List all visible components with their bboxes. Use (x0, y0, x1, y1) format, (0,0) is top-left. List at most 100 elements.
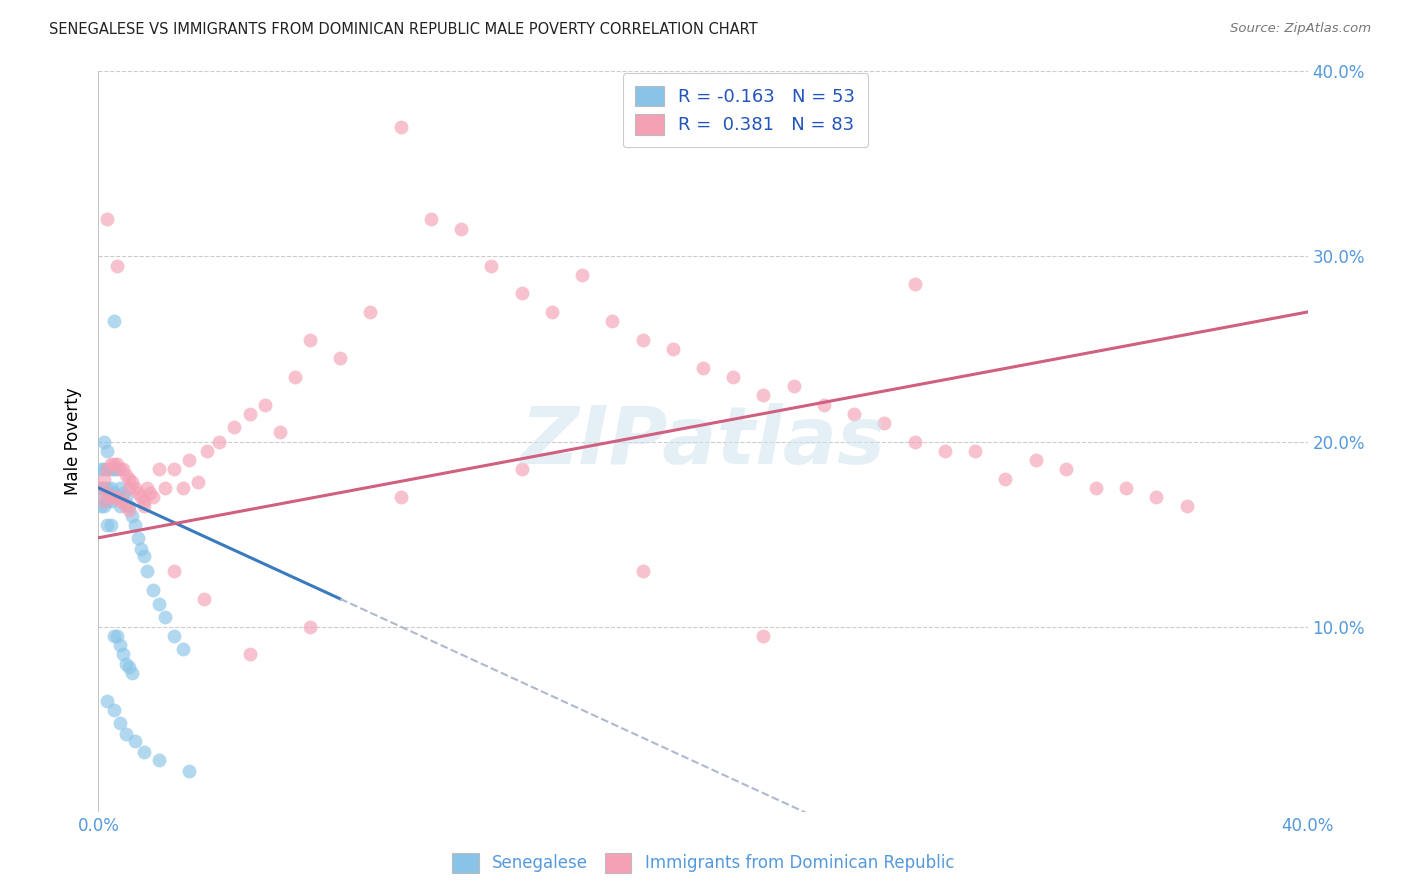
Text: ZIPatlas: ZIPatlas (520, 402, 886, 481)
Point (96, 481, 118, 495)
Point (96, 493, 118, 508)
Point (93, 434, 115, 449)
Point (100, 457, 122, 471)
Point (1024, 453, 1046, 467)
Point (111, 493, 134, 508)
Point (540, 305, 562, 319)
Point (172, 641, 194, 656)
Point (90, 462, 112, 476)
Legend: Senegalese, Immigrants from Dominican Republic: Senegalese, Immigrants from Dominican Re… (446, 847, 960, 880)
Point (93, 481, 115, 495)
Point (142, 582, 165, 597)
Point (360, 305, 382, 319)
Point (118, 472, 141, 486)
Point (208, 434, 231, 449)
Point (118, 503, 141, 517)
Point (124, 734, 146, 748)
Point (103, 457, 125, 471)
Point (132, 746, 155, 760)
Point (139, 486, 162, 500)
Point (93, 472, 115, 486)
Point (844, 407, 866, 421)
Point (114, 467, 136, 482)
Point (108, 715, 131, 730)
Point (121, 475, 143, 490)
Point (100, 462, 122, 476)
Point (142, 490, 165, 504)
Point (93, 500, 115, 514)
Point (602, 314, 624, 328)
Point (90, 500, 112, 514)
Point (114, 657, 136, 671)
Point (135, 481, 157, 495)
Point (124, 481, 146, 495)
Point (105, 457, 128, 471)
Legend: R = -0.163   N = 53, R =  0.381   N = 83: R = -0.163 N = 53, R = 0.381 N = 83 (623, 73, 868, 147)
Point (111, 486, 134, 500)
Point (121, 508, 143, 523)
Point (389, 490, 412, 504)
Point (510, 286, 533, 301)
Point (96, 462, 118, 476)
Point (121, 665, 143, 680)
Point (111, 462, 134, 476)
Point (108, 493, 131, 508)
Point (96, 443, 118, 458)
Point (813, 398, 835, 412)
Text: Source: ZipAtlas.com: Source: ZipAtlas.com (1230, 22, 1371, 36)
Point (239, 648, 262, 662)
Point (135, 564, 157, 578)
Point (108, 500, 131, 514)
Point (132, 549, 155, 564)
Point (994, 472, 1017, 486)
Point (1115, 481, 1137, 495)
Point (153, 610, 176, 624)
Point (631, 333, 654, 347)
Point (108, 481, 131, 495)
Point (118, 481, 141, 495)
Point (299, 333, 322, 347)
Point (129, 490, 152, 504)
Point (389, 120, 412, 134)
Text: SENEGALESE VS IMMIGRANTS FROM DOMINICAN REPUBLIC MALE POVERTY CORRELATION CHART: SENEGALESE VS IMMIGRANTS FROM DOMINICAN … (49, 22, 758, 37)
Point (873, 416, 896, 430)
Point (96, 212, 118, 227)
Point (269, 425, 291, 440)
Point (193, 591, 215, 606)
Point (163, 462, 186, 476)
Point (111, 648, 134, 662)
Point (118, 660, 141, 674)
Point (105, 629, 128, 643)
Point (132, 500, 155, 514)
Point (96, 486, 118, 500)
Point (420, 212, 443, 227)
Point (114, 490, 136, 504)
Point (965, 443, 987, 458)
Point (571, 268, 593, 282)
Point (93, 493, 115, 508)
Point (129, 541, 152, 556)
Point (103, 703, 125, 717)
Point (96, 694, 118, 708)
Point (1054, 462, 1077, 476)
Point (127, 486, 149, 500)
Point (187, 475, 209, 490)
Point (153, 481, 176, 495)
Point (661, 342, 683, 356)
Point (481, 259, 503, 273)
Point (195, 443, 218, 458)
Point (90, 490, 112, 504)
Point (148, 462, 170, 476)
Point (103, 486, 125, 500)
Point (253, 398, 276, 412)
Point (93, 462, 115, 476)
Point (100, 481, 122, 495)
Point (114, 500, 136, 514)
Point (163, 629, 186, 643)
Point (114, 727, 136, 741)
Point (224, 419, 246, 434)
Point (96, 517, 118, 532)
Point (450, 221, 472, 235)
Point (631, 564, 654, 578)
Point (103, 490, 125, 504)
